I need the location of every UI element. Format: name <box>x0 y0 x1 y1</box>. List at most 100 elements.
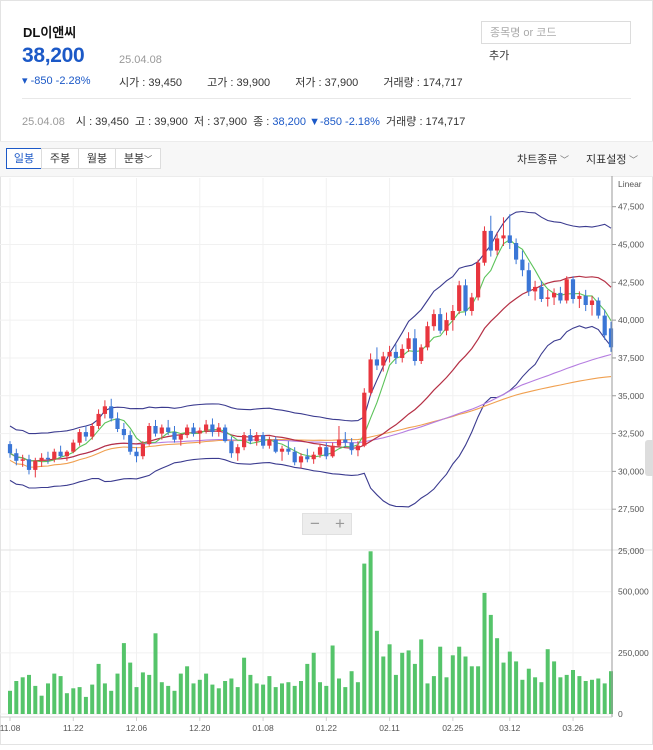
time-tick-label: 11.08 <box>0 723 21 733</box>
volume-bar <box>514 661 519 714</box>
candle-body <box>343 439 348 443</box>
volume-bar <box>577 676 582 714</box>
volume-bar <box>431 676 436 714</box>
zoom-out-button[interactable]: − <box>310 514 320 533</box>
candle-body <box>425 326 430 348</box>
candle-body <box>336 439 342 446</box>
summary-close-value: 38,200 <box>272 116 307 128</box>
price-tick-label: 47,500 <box>618 202 644 212</box>
volume-bar <box>77 687 82 714</box>
candle-body <box>362 392 367 446</box>
candle-body <box>539 286 544 299</box>
candle-body <box>52 451 57 460</box>
price-tick-label: 45,000 <box>618 240 644 250</box>
volume-bar <box>381 656 386 714</box>
zoom-in-button[interactable]: + <box>335 514 345 533</box>
candle-body <box>147 426 152 445</box>
candle-body <box>109 406 114 419</box>
candle-body <box>305 456 310 460</box>
volume-bar <box>374 630 379 714</box>
candle-body <box>412 338 417 361</box>
time-tick-label: 01.08 <box>252 723 274 733</box>
candle-body <box>482 230 487 263</box>
volume-bar <box>602 683 607 714</box>
volume-bar <box>400 652 405 714</box>
volume-bar <box>166 685 171 714</box>
candle-body <box>533 286 538 292</box>
volume-bar <box>172 690 177 714</box>
candle-body <box>20 459 25 461</box>
volume-bar <box>248 674 253 714</box>
ma20-line <box>9 275 612 462</box>
volume-bar <box>52 673 57 714</box>
volume-bar <box>210 684 215 714</box>
candle-body <box>558 292 563 301</box>
stock-name: DL이앤씨 <box>23 25 77 40</box>
price-tick-label: 35,000 <box>618 391 644 401</box>
tab-daily[interactable]: 일봉 <box>6 148 42 169</box>
volume-bar <box>463 656 468 714</box>
indicator-settings-menu[interactable]: 지표설정 ﹀ <box>586 151 638 167</box>
side-panel-toggle[interactable] <box>645 440 653 476</box>
candle-body <box>83 432 88 437</box>
candle-body <box>254 435 259 442</box>
tab-minute[interactable]: 분봉﹀ <box>115 148 161 169</box>
candle-body <box>14 453 19 461</box>
indicator-settings-label: 지표설정 <box>586 154 627 166</box>
candle-body <box>235 447 240 454</box>
volume-bar <box>450 655 455 714</box>
time-tick-label: 02.25 <box>442 723 464 733</box>
volume-bar <box>564 674 569 714</box>
volume-bar <box>387 644 392 714</box>
stock-header: DL이앤씨 38,200 25.04.08 ▾ -850 -2.28% 시가 :… <box>0 0 653 140</box>
candle-body <box>393 351 398 358</box>
candle-body <box>7 444 13 454</box>
stock-search-box <box>481 21 632 44</box>
volume-bar <box>159 682 164 714</box>
candle-body <box>216 427 221 432</box>
summary-low: 저 : 37,900 <box>194 116 247 128</box>
volume-bar <box>469 666 474 714</box>
price-chart-svg[interactable]: Linear 27,500 30,000 32,500 35,000 37,500 40,0… <box>0 176 653 745</box>
volume-bar <box>64 693 69 714</box>
add-button[interactable]: 추가 <box>489 50 510 62</box>
volume-bar <box>71 688 76 714</box>
candle-body <box>596 300 601 316</box>
volume-bar <box>438 646 443 714</box>
candle-body <box>501 235 506 239</box>
tab-weekly[interactable]: 주봉 <box>41 148 79 169</box>
volume-bar <box>39 695 44 714</box>
volume-bar <box>185 666 190 714</box>
volume-bar <box>235 687 240 714</box>
candle-body <box>608 328 614 348</box>
candle-body <box>286 448 291 452</box>
chart-type-menu[interactable]: 차트종류 ﹀ <box>517 151 569 167</box>
candle-body <box>77 432 82 443</box>
tab-monthly[interactable]: 월봉 <box>78 148 116 169</box>
volume-bar <box>583 681 588 714</box>
candle-body <box>102 406 107 414</box>
current-price: 38,200 <box>22 44 85 67</box>
time-tick-label: 12.06 <box>126 723 148 733</box>
chart-area[interactable]: Linear 27,500 30,000 32,500 35,000 37,500 40,0… <box>0 176 653 745</box>
volume-bar <box>147 674 152 714</box>
volume-bar <box>488 614 493 714</box>
ma120-line <box>9 376 612 468</box>
candle-body <box>242 435 247 448</box>
candle-body <box>374 359 379 366</box>
candle-body <box>589 300 595 305</box>
volume-bar <box>609 671 613 714</box>
candle-body <box>381 356 386 366</box>
time-tick-label: 03.12 <box>499 723 521 733</box>
ma60-line <box>9 353 612 462</box>
candle-body <box>488 230 493 251</box>
volume-bar <box>178 673 183 714</box>
candle-body <box>514 243 519 260</box>
volume-bar <box>280 683 284 714</box>
volume-bar <box>533 677 538 714</box>
volume-bar <box>46 683 50 714</box>
header-divider <box>22 98 631 99</box>
volume-bar <box>343 687 348 714</box>
volume-bar <box>412 663 417 714</box>
stock-search-input[interactable] <box>488 22 632 44</box>
